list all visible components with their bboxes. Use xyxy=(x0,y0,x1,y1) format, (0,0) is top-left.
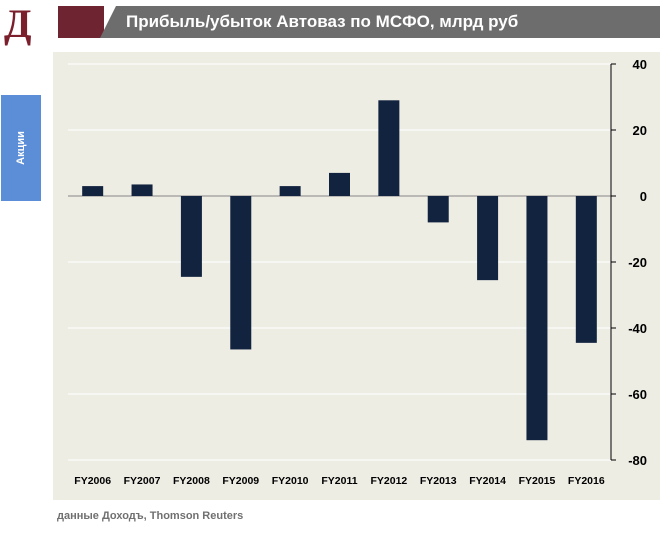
x-tick-label: FY2016 xyxy=(568,475,605,487)
bar xyxy=(378,100,400,196)
bar xyxy=(575,196,597,343)
bar xyxy=(180,196,202,277)
y-tick-label: -80 xyxy=(628,453,647,468)
chart-header: Прибыль/убыток Автоваз по МСФО, млрд руб xyxy=(58,6,660,38)
x-tick-label: FY2008 xyxy=(173,475,210,487)
y-tick-label: 0 xyxy=(640,189,647,204)
x-tick-label: FY2006 xyxy=(74,475,111,487)
y-tick-label: -40 xyxy=(628,321,647,336)
y-tick-label: -60 xyxy=(628,387,647,402)
y-tick-label: -20 xyxy=(628,255,647,270)
y-tick-label: 20 xyxy=(633,123,647,138)
x-tick-label: FY2010 xyxy=(272,475,309,487)
bar xyxy=(230,196,252,350)
x-tick-label: FY2012 xyxy=(370,475,407,487)
chart-title: Прибыль/убыток Автоваз по МСФО, млрд руб xyxy=(126,12,519,31)
header-bar xyxy=(100,6,660,38)
bar xyxy=(427,196,449,223)
chart-panel xyxy=(53,52,660,500)
x-tick-label: FY2011 xyxy=(321,475,357,487)
side-tab-stocks[interactable]: Акции xyxy=(1,95,41,201)
bar xyxy=(279,186,301,196)
x-tick-label: FY2013 xyxy=(420,475,457,487)
bar xyxy=(329,172,350,196)
bar xyxy=(82,186,104,196)
bar xyxy=(131,184,153,196)
x-tick-label: FY2007 xyxy=(124,475,161,487)
bar xyxy=(526,196,548,441)
x-tick-label: FY2015 xyxy=(519,475,556,487)
y-tick-label: 40 xyxy=(633,57,647,72)
bar xyxy=(477,196,499,281)
logo-icon: Д xyxy=(4,1,32,46)
x-tick-label: FY2014 xyxy=(469,475,506,487)
x-tick-label: FY2009 xyxy=(222,475,259,487)
source-note: данные Доходъ, Thomson Reuters xyxy=(57,510,244,522)
header-accent xyxy=(58,6,104,38)
